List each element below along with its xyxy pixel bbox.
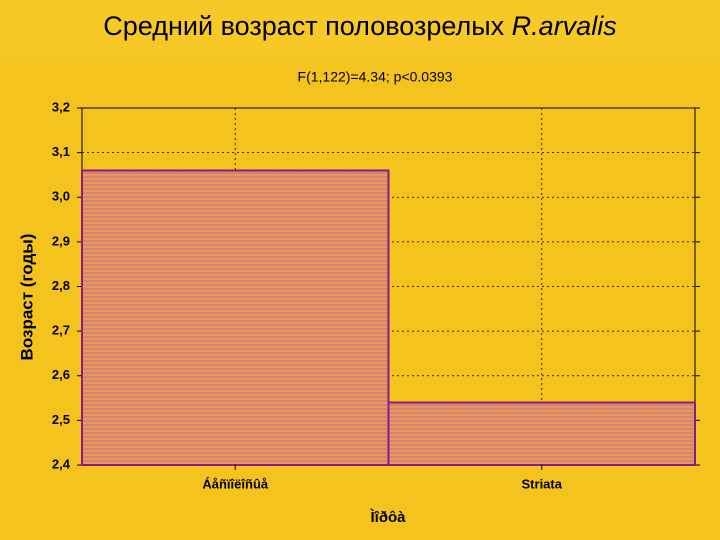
x-tick-label: Striata [522, 476, 563, 491]
y-tick-label: 2,9 [52, 233, 70, 248]
x-axis-label: Ìîðôà [369, 509, 406, 526]
y-tick-label: 2,4 [52, 456, 71, 471]
y-tick-label: 3,1 [52, 144, 70, 159]
y-tick-label: 2,7 [52, 323, 70, 338]
title-species: R.arvalis [512, 11, 617, 41]
y-tick-label: 2,6 [52, 367, 70, 382]
title-main: Средний возраст половозрелых [103, 11, 504, 41]
chart-subtitle: F(1,122)=4.34; p<0.0393 [298, 69, 453, 85]
y-tick-label: 2,5 [52, 412, 70, 427]
y-tick-label: 3,0 [52, 189, 70, 204]
bar [81, 169, 390, 466]
bar [387, 401, 696, 466]
x-tick-label: Áåñïîëîñûå [202, 476, 269, 491]
slide-title: Средний возраст половозрелых R.arvalis [103, 11, 616, 41]
y-tick-label: 3,2 [52, 99, 70, 114]
title-band [0, 0, 720, 56]
y-tick-label: 2,8 [52, 278, 70, 293]
y-axis-label: Возраст (годы) [17, 234, 36, 361]
